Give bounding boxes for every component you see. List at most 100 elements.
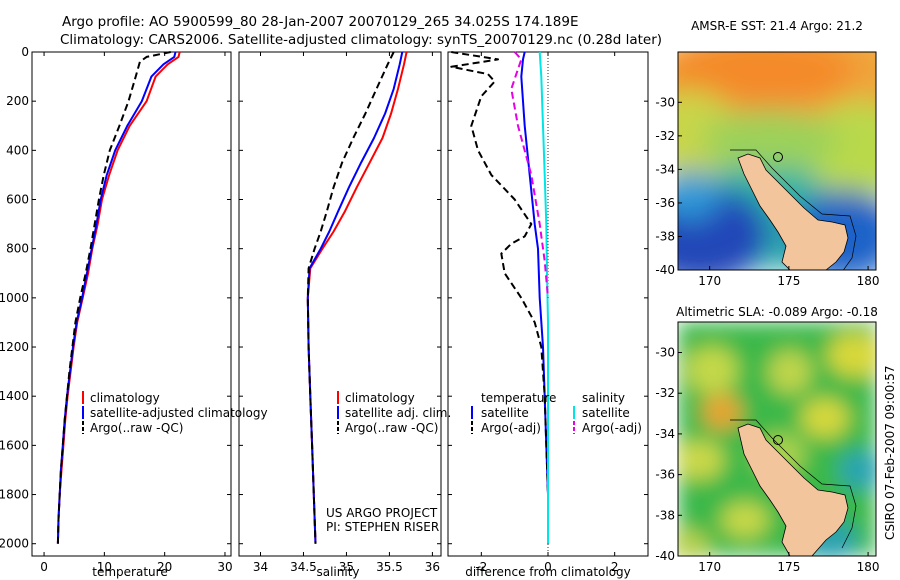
salinity-lines	[306, 51, 408, 544]
map-ytick-label: -30	[655, 95, 675, 109]
xtick-label: 34.5	[290, 560, 317, 574]
sla-map-title: Altimetric SLA: -0.089 Argo: -0.18	[676, 305, 878, 319]
xtick-label: 0	[40, 560, 48, 574]
sst-map-ticks: 170 175 180 -30 -32 -34 -36 -38 -40	[655, 95, 879, 288]
temperature-panel: 0 10 20 30 0 200 400 600 800 1000 1200 1400 1600 1800…	[0, 45, 268, 579]
legend-climatology-label: climatology	[90, 391, 160, 405]
map-ytick-label: -38	[655, 229, 675, 243]
map-ytick-label: -30	[655, 346, 675, 360]
project-credit: US ARGO PROJECT	[326, 506, 438, 520]
temperature-axes-box	[31, 51, 232, 557]
legend-sal-argo-label: Argo(..raw -QC)	[345, 421, 438, 435]
salinity-axes-box	[238, 51, 442, 557]
series-line-temperature-argo-adj-	[450, 51, 549, 544]
salinity-ticks: 34 34.5 35 35.5 36	[239, 51, 441, 574]
map-ytick-label: -40	[655, 549, 675, 563]
legend-sal-argo-label2: Argo(-adj)	[582, 421, 642, 435]
xtick-label: 36	[425, 560, 440, 574]
map-ytick-label: -36	[655, 468, 675, 482]
sla-profile-marker	[773, 435, 783, 445]
map-ytick-label: -38	[655, 508, 675, 522]
series-line-salinity-argo-adj-	[510, 51, 549, 298]
ytick-label: 0	[21, 45, 29, 59]
temperature-xlabel: temperature	[92, 565, 167, 579]
salinity-panel: 34 34.5 35 35.5 36 salinity climatology sate…	[238, 51, 451, 579]
ytick-label: 400	[6, 143, 29, 157]
sst-map-frame	[677, 51, 877, 271]
header-line2: Climatology: CARS2006. Satellite-adjuste…	[60, 32, 662, 48]
difference-lines	[450, 51, 549, 544]
xtick-label: 30	[217, 560, 232, 574]
ytick-label: 1200	[0, 340, 29, 354]
series-line-satellite-adj-clim-	[306, 51, 404, 544]
sst-coast-contour	[730, 149, 857, 270]
salinity-legend: climatology satellite adj. clim. Argo(..…	[337, 391, 451, 435]
sst-heatmap	[678, 52, 876, 270]
ytick-label: 200	[6, 94, 29, 108]
series-line-salinity-satellite	[538, 51, 549, 544]
xtick-label: 35.5	[376, 560, 403, 574]
ytick-label: 600	[6, 193, 29, 207]
xtick-label: 35	[339, 560, 354, 574]
temperature-legend: climatology satellite-adjusted climatolo…	[82, 391, 268, 435]
salinity-xlabel: salinity	[316, 565, 359, 579]
map-ytick-label: -32	[655, 129, 675, 143]
ytick-label: 1000	[0, 291, 29, 305]
legend-satellite-label: satellite-adjusted climatology	[90, 406, 268, 420]
map-xtick-label: 175	[777, 560, 800, 574]
sla-map-panel: Altimetric SLA: -0.089 Argo: -0.18 170 17	[655, 305, 879, 574]
sst-map-title: AMSR-E SST: 21.4 Argo: 21.2	[691, 19, 863, 33]
xtick-label: 0	[544, 560, 552, 574]
series-line-argo-raw-qc-	[56, 51, 171, 544]
map-xtick-label: 175	[777, 274, 800, 288]
legend-temperature-title: temperature	[481, 391, 556, 405]
xtick-label: -2	[475, 560, 487, 574]
sla-heatmap	[678, 322, 876, 556]
legend-temp-satellite-label: satellite	[481, 406, 529, 420]
map-ytick-label: -34	[655, 162, 675, 176]
xtick-label: 2	[611, 560, 619, 574]
csiro-stamp: CSIRO 07-Feb-2007 09:00:57	[883, 365, 897, 540]
legend-temp-argo-label: Argo(-adj)	[481, 421, 541, 435]
ytick-label: 2000	[0, 537, 29, 551]
sla-coast-contour	[730, 419, 857, 549]
series-line-climatology	[306, 51, 408, 544]
legend-sal-satellite-label: satellite adj. clim.	[345, 406, 451, 420]
sst-land-mass	[737, 153, 849, 270]
difference-legend: temperature satellite Argo(-adj) salinit…	[471, 391, 642, 435]
xtick-label: 20	[157, 560, 172, 574]
map-xtick-label: 180	[857, 560, 880, 574]
map-xtick-label: 170	[698, 274, 721, 288]
xtick-label: 10	[97, 560, 112, 574]
temperature-lines	[56, 51, 181, 544]
map-xtick-label: 180	[857, 274, 880, 288]
legend-argo-label: Argo(..raw -QC)	[90, 421, 183, 435]
difference-panel: -2 0 2 difference from climatology tempera…	[447, 51, 649, 579]
map-ytick-label: -36	[655, 196, 675, 210]
xtick-label: 34	[253, 560, 268, 574]
difference-xlabel: difference from climatology	[465, 565, 631, 579]
map-xtick-label: 170	[698, 560, 721, 574]
sla-map-ticks: 170 175 180 -30 -32 -34 -36 -38 -40	[655, 346, 879, 574]
map-ytick-label: -32	[655, 386, 675, 400]
legend-salinity-title: salinity	[582, 391, 625, 405]
sla-land-mass	[737, 423, 849, 556]
ytick-label: 800	[6, 242, 29, 256]
ytick-label: 1800	[0, 488, 29, 502]
series-line-argo-raw-qc-	[306, 51, 395, 544]
ytick-label: 1600	[0, 438, 29, 452]
map-ytick-label: -40	[655, 263, 675, 277]
map-ytick-label: -34	[655, 427, 675, 441]
legend-sal-satellite-label2: satellite	[582, 406, 630, 420]
ytick-label: 1400	[0, 389, 29, 403]
header-line1: Argo profile: AO 5900599_80 28-Jan-2007 …	[62, 14, 579, 30]
series-line-satellite-adjusted-climatology	[56, 51, 177, 544]
difference-ticks: -2 0 2	[448, 51, 648, 574]
sla-map-frame	[677, 321, 877, 557]
sst-profile-marker	[773, 152, 783, 162]
legend-sal-climatology-label: climatology	[345, 391, 415, 405]
temperature-ticks: 0 10 20 30 0 200 400 600 800 1000 1200 1400 1600 1800…	[0, 45, 233, 574]
sst-map-panel: AMSR-E SST: 21.4 Argo: 21.2 170 175 180 -30…	[655, 19, 879, 288]
pi-credit: PI: STEPHEN RISER	[326, 520, 439, 534]
